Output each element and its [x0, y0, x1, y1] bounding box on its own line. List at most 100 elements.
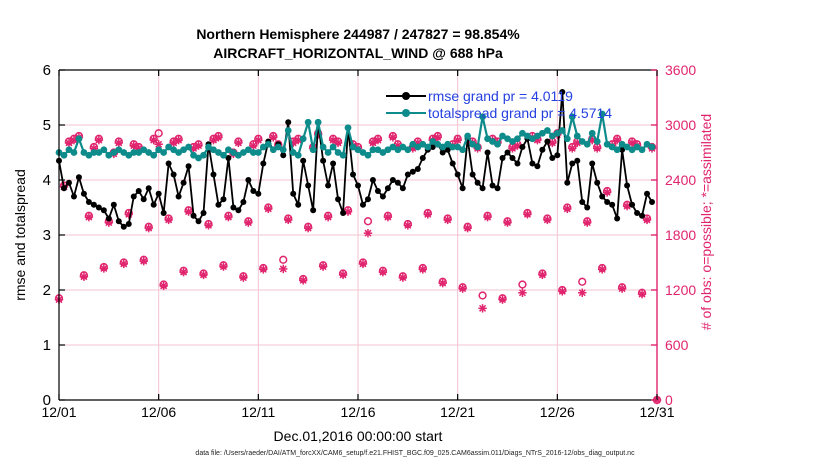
totalspread-marker	[304, 118, 312, 126]
obs-assimilated-marker	[503, 219, 512, 227]
y-right-tick-label: 1800	[665, 227, 696, 243]
x-axis-label: Dec.01,2016 00:00:00 start	[273, 428, 443, 444]
rmse-marker	[649, 199, 656, 205]
totalspread-marker	[474, 143, 481, 151]
rmse-marker	[335, 196, 342, 203]
rmse-marker	[65, 179, 72, 186]
rmse-marker	[165, 160, 172, 167]
rmse-marker	[584, 204, 591, 211]
rmse-marker	[389, 177, 396, 183]
totalspread-marker	[215, 149, 222, 156]
totalspread-marker	[135, 149, 143, 156]
rmse-marker	[80, 190, 87, 197]
totalspread-marker	[499, 132, 506, 140]
y-left-tick-label: 1	[43, 337, 51, 354]
rmse-marker	[409, 168, 416, 175]
y-right-tick-label: 600	[665, 337, 689, 353]
obs-assimilated-marker	[643, 216, 651, 224]
obs-assimilated-marker	[404, 221, 412, 229]
rmse-marker	[95, 204, 102, 211]
obs-assimilated-marker	[140, 257, 148, 265]
rmse-marker	[155, 190, 162, 197]
y-left-tick-label: 4	[43, 172, 51, 189]
rmse-marker	[519, 144, 526, 150]
rmse-marker	[474, 179, 481, 186]
obs-assimilated-marker	[499, 296, 507, 304]
totalspread-marker	[130, 149, 138, 156]
totalspread-marker	[593, 138, 601, 145]
obs-assimilated-marker	[145, 224, 153, 232]
obs-assimilated-marker	[234, 139, 242, 147]
rmse-marker	[379, 193, 386, 200]
x-tick-label: 12/26	[540, 404, 575, 420]
totalspread-marker	[65, 146, 73, 154]
totalspread-marker	[529, 135, 536, 143]
x-tick-label: 12/16	[340, 404, 375, 420]
totalspread-marker	[519, 129, 526, 137]
y-right-tick-label: 3000	[665, 117, 696, 133]
chart-title-line2: AIRCRAFT_HORIZONTAL_WIND @ 688 hPa	[213, 45, 503, 61]
obs-assimilated-marker	[269, 133, 277, 141]
obs-possible-marker	[363, 217, 373, 226]
obs-assimilated-marker	[603, 188, 611, 196]
obs-assimilated-marker	[204, 221, 213, 229]
obs-possible-marker	[154, 129, 163, 138]
rmse-marker	[459, 185, 466, 192]
obs-assimilated-marker	[359, 260, 367, 268]
x-tick-label: 12/21	[440, 404, 475, 420]
totalspread-marker	[105, 151, 113, 159]
totalspread-marker	[469, 140, 477, 148]
totalspread-marker	[444, 140, 452, 148]
totalspread-marker	[369, 146, 377, 154]
totalspread-marker	[479, 113, 486, 121]
rmse-line-swatch	[386, 91, 426, 101]
rmse-marker	[220, 196, 227, 203]
obs-assimilated-marker	[399, 274, 407, 282]
obs-assimilated-marker	[568, 144, 576, 152]
y-right-tick-label: 0	[665, 392, 673, 408]
obs-assimilated-marker	[628, 139, 636, 147]
rmse-marker	[85, 199, 92, 205]
obs-assimilated-marker	[329, 136, 337, 144]
rmse-marker	[569, 160, 576, 167]
totalspread-marker	[155, 146, 163, 154]
totalspread-marker	[538, 129, 546, 137]
legend-label-rmse: rmse grand pr = 4.0119	[428, 87, 573, 104]
rmse-marker	[539, 146, 546, 153]
obs-assimilated-marker	[523, 210, 531, 218]
totalspread-marker	[543, 127, 551, 134]
obs-assimilated-marker	[244, 219, 252, 227]
obs-assimilated-marker	[479, 304, 487, 312]
rmse-marker	[414, 166, 421, 172]
totalspread-marker	[454, 143, 462, 151]
x-tick-label: 12/11	[241, 404, 275, 420]
rmse-marker	[509, 155, 516, 161]
totalspread-marker	[424, 143, 432, 151]
obs-assimilated-marker	[180, 268, 188, 276]
obs-assimilated-marker	[623, 202, 631, 210]
rmse-marker	[384, 185, 391, 192]
rmse-marker	[599, 193, 606, 200]
rmse-marker	[504, 149, 511, 156]
obs-assimilated-marker	[364, 229, 372, 237]
rmse-marker	[240, 199, 247, 205]
totalspread-marker	[588, 129, 596, 137]
totalspread-marker	[205, 143, 212, 151]
totalspread-marker	[638, 146, 646, 154]
obs-assimilated-marker	[439, 279, 447, 287]
totalspread-marker	[464, 132, 472, 140]
obs-assimilated-marker	[454, 136, 462, 144]
obs-assimilated-marker	[209, 136, 217, 144]
totalspread-marker	[115, 146, 123, 154]
totalspread-marker	[75, 135, 83, 143]
rmse-marker	[305, 182, 312, 189]
rmse-marker	[544, 138, 551, 145]
rmse-marker	[489, 182, 496, 189]
totalspread-marker	[309, 146, 317, 154]
rmse-marker	[604, 199, 611, 205]
totalspread-marker	[195, 154, 202, 162]
obs-assimilated-marker	[374, 136, 382, 144]
totalspread-marker	[364, 151, 372, 159]
obs-assimilated-marker	[444, 216, 452, 224]
